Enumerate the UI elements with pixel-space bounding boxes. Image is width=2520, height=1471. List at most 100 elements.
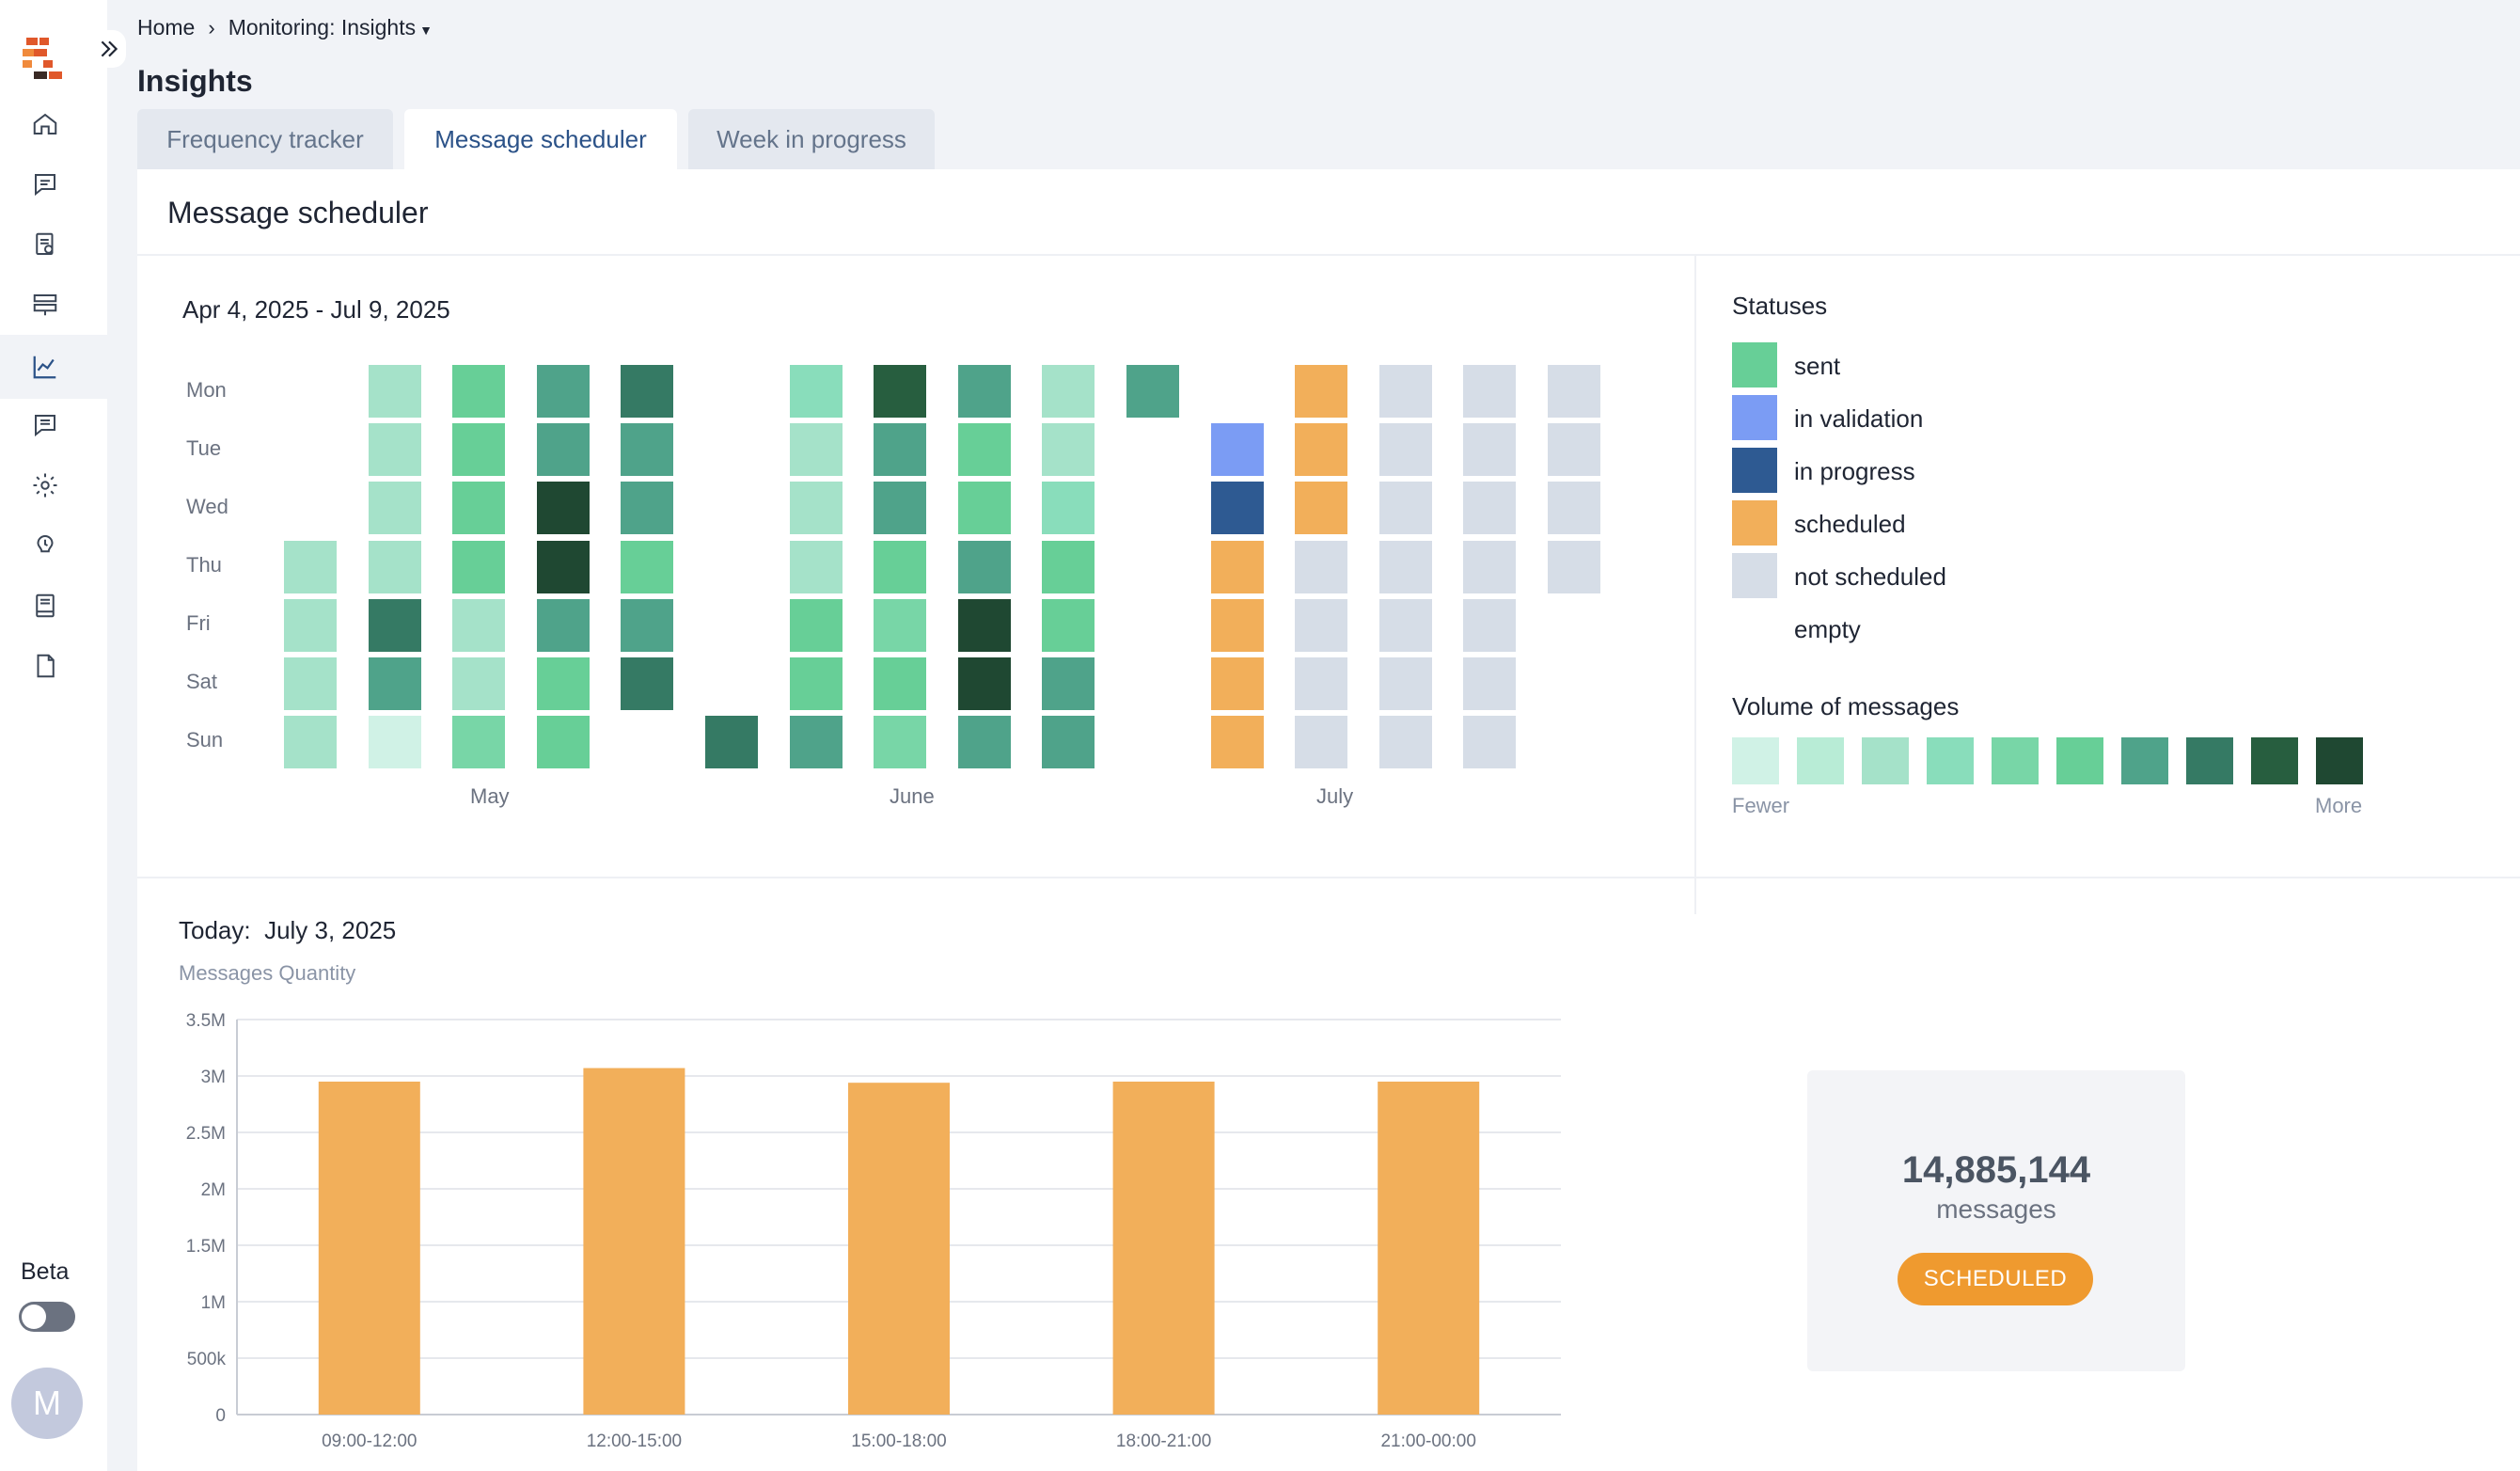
heatmap-cell[interactable] (1379, 423, 1432, 476)
heatmap-cell[interactable] (790, 599, 843, 652)
heatmap-cell[interactable] (621, 365, 673, 418)
beta-toggle[interactable] (19, 1302, 75, 1332)
heatmap-cell[interactable] (621, 657, 673, 710)
heatmap-cell[interactable] (874, 365, 926, 418)
heatmap-cell[interactable] (369, 482, 421, 534)
app-logo-icon[interactable] (21, 34, 71, 81)
heatmap-cell[interactable] (621, 599, 673, 652)
heatmap-cell[interactable] (369, 657, 421, 710)
document-icon[interactable] (24, 645, 66, 687)
heatmap-cell[interactable] (1295, 716, 1347, 768)
home-icon[interactable] (24, 103, 66, 145)
heatmap-cell[interactable] (452, 599, 505, 652)
heatmap-cell[interactable] (1379, 716, 1432, 768)
chat-icon[interactable] (24, 404, 66, 446)
heatmap-cell[interactable] (1548, 365, 1600, 418)
heatmap-cell[interactable] (1548, 541, 1600, 593)
heatmap-cell[interactable] (621, 423, 673, 476)
heatmap-cell[interactable] (621, 541, 673, 593)
heatmap-cell[interactable] (452, 716, 505, 768)
heatmap-cell[interactable] (1379, 541, 1432, 593)
heatmap-cell[interactable] (1295, 599, 1347, 652)
heatmap-cell[interactable] (1295, 657, 1347, 710)
heatmap-cell[interactable] (1295, 423, 1347, 476)
heatmap-cell[interactable] (790, 716, 843, 768)
templates-icon[interactable] (24, 224, 66, 265)
heatmap-cell[interactable] (284, 657, 337, 710)
heatmap-cell[interactable] (1042, 482, 1095, 534)
heatmap-cell[interactable] (452, 482, 505, 534)
heatmap-cell[interactable] (874, 599, 926, 652)
heatmap-cell[interactable] (874, 423, 926, 476)
bar[interactable] (1378, 1082, 1480, 1415)
heatmap-cell[interactable] (1379, 365, 1432, 418)
heatmap-cell[interactable] (1126, 365, 1179, 418)
expand-sidebar-icon[interactable] (92, 30, 126, 68)
heatmap-cell[interactable] (284, 716, 337, 768)
heatmap-cell[interactable] (452, 365, 505, 418)
heatmap-cell[interactable] (1379, 482, 1432, 534)
heatmap-cell[interactable] (369, 365, 421, 418)
heatmap-cell[interactable] (1211, 716, 1264, 768)
chart-icon[interactable] (24, 346, 66, 388)
heatmap-cell[interactable] (958, 423, 1011, 476)
heatmap-cell[interactable] (958, 482, 1011, 534)
tab-message-scheduler[interactable]: Message scheduler (404, 109, 677, 169)
heatmap-cell[interactable] (1042, 423, 1095, 476)
heatmap-cell[interactable] (1463, 365, 1516, 418)
heatmap-cell[interactable] (1211, 599, 1264, 652)
heatmap-cell[interactable] (958, 541, 1011, 593)
heatmap-cell[interactable] (537, 657, 590, 710)
stack-icon[interactable] (24, 284, 66, 325)
heatmap-cell[interactable] (1379, 657, 1432, 710)
heatmap-cell[interactable] (369, 423, 421, 476)
tab-frequency-tracker[interactable]: Frequency tracker (137, 109, 393, 169)
breadcrumb-current[interactable]: Monitoring: Insights ▼ (228, 15, 433, 40)
heatmap-cell[interactable] (958, 657, 1011, 710)
heatmap-cell[interactable] (537, 716, 590, 768)
heatmap-cell[interactable] (1042, 716, 1095, 768)
heatmap-cell[interactable] (874, 657, 926, 710)
bar[interactable] (583, 1068, 685, 1415)
heatmap-cell[interactable] (1211, 482, 1264, 534)
heatmap-cell[interactable] (284, 599, 337, 652)
heatmap-cell[interactable] (1379, 599, 1432, 652)
heatmap-cell[interactable] (1211, 657, 1264, 710)
heatmap-cell[interactable] (705, 716, 758, 768)
heatmap-cell[interactable] (1463, 716, 1516, 768)
messages-icon[interactable] (24, 164, 66, 205)
heatmap-cell[interactable] (1548, 482, 1600, 534)
heatmap-cell[interactable] (1042, 657, 1095, 710)
heatmap-cell[interactable] (1295, 482, 1347, 534)
heatmap-cell[interactable] (1463, 423, 1516, 476)
avatar[interactable]: M (11, 1368, 83, 1439)
heatmap-cell[interactable] (621, 482, 673, 534)
heatmap-cell[interactable] (1463, 482, 1516, 534)
heatmap-cell[interactable] (1463, 599, 1516, 652)
heatmap-cell[interactable] (874, 716, 926, 768)
heatmap-cell[interactable] (790, 657, 843, 710)
heatmap-cell[interactable] (537, 482, 590, 534)
heatmap-cell[interactable] (284, 541, 337, 593)
heatmap-cell[interactable] (452, 657, 505, 710)
support-icon[interactable] (24, 525, 66, 566)
heatmap-cell[interactable] (790, 365, 843, 418)
heatmap-cell[interactable] (1042, 365, 1095, 418)
heatmap-cell[interactable] (1295, 365, 1347, 418)
heatmap-cell[interactable] (1211, 423, 1264, 476)
heatmap-cell[interactable] (958, 716, 1011, 768)
heatmap-cell[interactable] (1463, 541, 1516, 593)
heatmap-cell[interactable] (452, 541, 505, 593)
heatmap-cell[interactable] (1295, 541, 1347, 593)
heatmap-cell[interactable] (537, 423, 590, 476)
heatmap-cell[interactable] (790, 423, 843, 476)
heatmap-cell[interactable] (958, 365, 1011, 418)
heatmap-cell[interactable] (1042, 541, 1095, 593)
heatmap-cell[interactable] (874, 541, 926, 593)
heatmap-cell[interactable] (369, 716, 421, 768)
bar[interactable] (848, 1083, 950, 1415)
bar[interactable] (318, 1082, 420, 1415)
bar[interactable] (1112, 1082, 1215, 1415)
heatmap-cell[interactable] (1211, 541, 1264, 593)
heatmap-cell[interactable] (369, 541, 421, 593)
